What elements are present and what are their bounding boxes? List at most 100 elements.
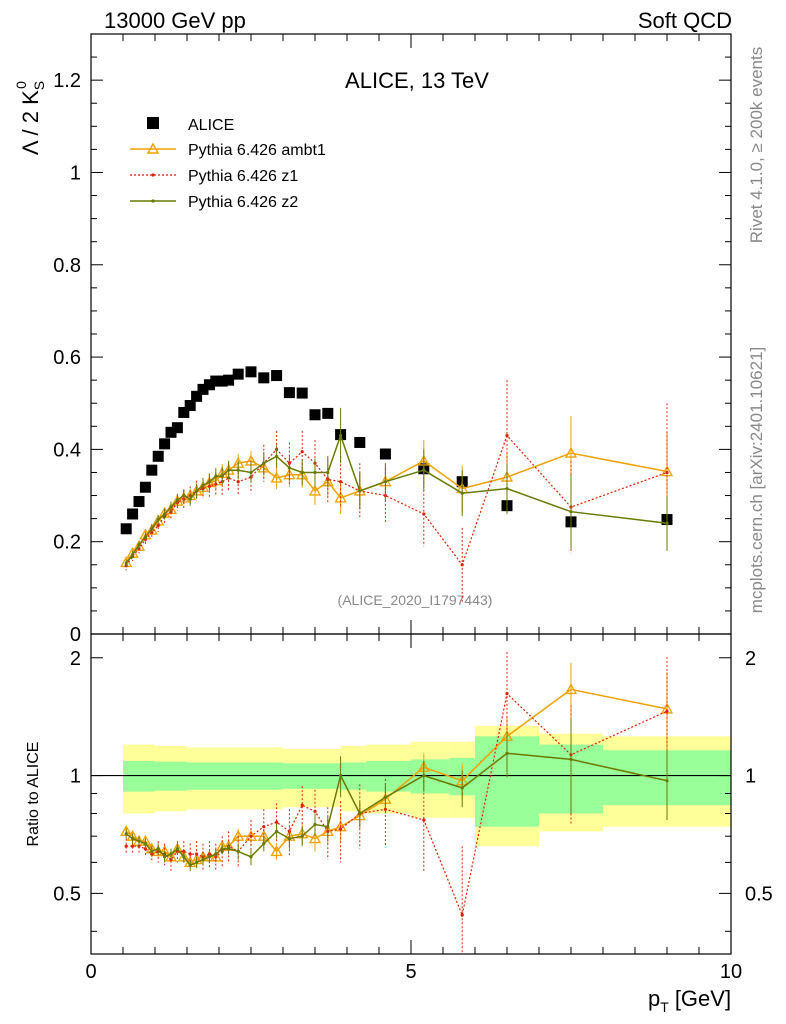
main-point-z2 (569, 510, 573, 514)
main-point-z2 (207, 480, 211, 484)
ratio-y-tick-label: 2 (70, 648, 81, 670)
main-y-tick-label: 1.2 (53, 70, 81, 92)
main-point-z2 (169, 505, 173, 509)
main-line-z2 (125, 433, 668, 564)
svg-text:pT[GeV]: pT [GeV] (648, 986, 731, 1015)
ratio-point-z1 (505, 691, 509, 696)
alice-data-point (322, 407, 334, 419)
legend-marker-z1 (151, 173, 155, 177)
ratio-point-z2 (214, 852, 218, 856)
ratio-series-z1 (124, 651, 669, 954)
ratio-point-z2 (143, 842, 147, 846)
main-point-z2 (124, 561, 128, 565)
alice-data-point (245, 366, 257, 378)
legend-label-z2: Pythia 6.426 z2 (188, 194, 298, 211)
ratio-point-z1 (195, 852, 199, 856)
ratio-point-z2 (275, 829, 279, 834)
main-point-z1 (300, 450, 304, 454)
ratio-series-z2 (124, 718, 669, 872)
legend: ALICE Pythia 6.426 ambt1 Pythia 6.426 z1… (130, 117, 326, 211)
main-point-z1 (505, 433, 509, 438)
main-point-z2 (201, 483, 205, 487)
main-point-z2 (163, 512, 167, 516)
ratio-point-z2 (169, 852, 173, 856)
alice-data-point (296, 387, 308, 399)
alice-data-point (232, 368, 244, 380)
ratio-y-axis-label: Ratio to ALICE (25, 742, 42, 847)
ratio-y-tick-label-right: 1 (745, 766, 756, 788)
alice-data-point (283, 387, 295, 399)
main-y-tick-label: 0.4 (53, 439, 81, 461)
ratio-point-z1 (131, 844, 135, 848)
ratio-point-ambt1 (270, 845, 283, 857)
main-point-z1 (422, 512, 426, 516)
alice-data-point (379, 448, 391, 460)
ratio-point-z2 (569, 757, 573, 761)
main-line-ambt1 (125, 452, 668, 563)
stat-uncertainty-band (411, 759, 450, 794)
ratio-point-z2 (358, 811, 362, 816)
ratio-point-z2 (220, 847, 224, 851)
ratio-point-z2 (137, 839, 141, 843)
ratio-point-z2 (422, 773, 426, 778)
main-point-z2 (249, 470, 253, 475)
ratio-point-z1 (262, 825, 266, 829)
alice-data-point (216, 375, 228, 387)
main-point-z2 (275, 454, 279, 458)
ratio-point-z2 (201, 857, 205, 862)
x-tick-label: 0 (85, 961, 96, 983)
alice-data-point (127, 508, 139, 520)
main-point-z2 (262, 461, 266, 465)
alice-data-point (165, 426, 177, 438)
alice-data-point (191, 390, 203, 402)
main-point-z2 (175, 498, 179, 502)
main-point-z2 (358, 489, 362, 493)
main-series-z2 (124, 407, 669, 568)
main-point-z2 (182, 493, 186, 498)
main-point-z2 (227, 468, 231, 472)
main-point-z2 (236, 468, 240, 472)
ratio-point-z1 (313, 809, 317, 813)
main-point-ambt1 (308, 484, 322, 496)
ratio-point-z1 (143, 847, 147, 851)
legend-label-alice: ALICE (188, 117, 234, 134)
alice-data-point (152, 450, 164, 462)
legend-marker-z2 (151, 199, 155, 203)
legend-marker-alice (147, 117, 159, 129)
main-line-z1 (125, 434, 668, 567)
ratio-point-z2 (227, 847, 231, 851)
alice-data-series (120, 366, 673, 535)
alice-data-point (171, 422, 183, 434)
ratio-point-z2 (236, 849, 240, 854)
ratio-point-z2 (460, 786, 464, 790)
ratio-point-z2 (262, 842, 266, 846)
main-point-z2 (287, 466, 291, 470)
main-point-z2 (665, 521, 669, 525)
x-tick-label: 10 (720, 961, 742, 983)
main-point-z2 (214, 474, 218, 478)
ratio-point-z2 (188, 863, 192, 867)
main-point-z1 (156, 523, 160, 528)
analysis-id-annotation: (ALICE_2020_I1797443) (338, 592, 493, 608)
main-y-tick-label: 1 (70, 162, 81, 184)
main-point-z2 (460, 491, 464, 495)
x-axis-label: pT [GeV] (648, 986, 731, 1015)
alice-data-point (178, 406, 190, 418)
alice-data-point (223, 374, 235, 386)
ratio-point-z2 (383, 795, 387, 799)
alice-data-point (139, 481, 151, 493)
alice-data-point (159, 438, 171, 450)
ratio-plot-panel: Ratio to ALICE 0.5 0.5 1 1 2 2 0 5 10 (25, 633, 773, 983)
ratio-point-z1 (300, 803, 304, 807)
ratio-point-z2 (124, 832, 128, 836)
main-point-z2 (143, 535, 147, 539)
main-point-z2 (156, 517, 160, 522)
legend-marker-ambt1 (146, 142, 160, 154)
alice-data-point (146, 464, 158, 476)
legend-label-ambt1: Pythia 6.426 ambt1 (188, 142, 326, 159)
main-point-z2 (137, 543, 141, 547)
ratio-point-z2 (156, 847, 160, 851)
ratio-point-z2 (195, 860, 199, 864)
ratio-y-tick-label: 1 (70, 766, 81, 788)
alice-data-point (354, 436, 366, 448)
